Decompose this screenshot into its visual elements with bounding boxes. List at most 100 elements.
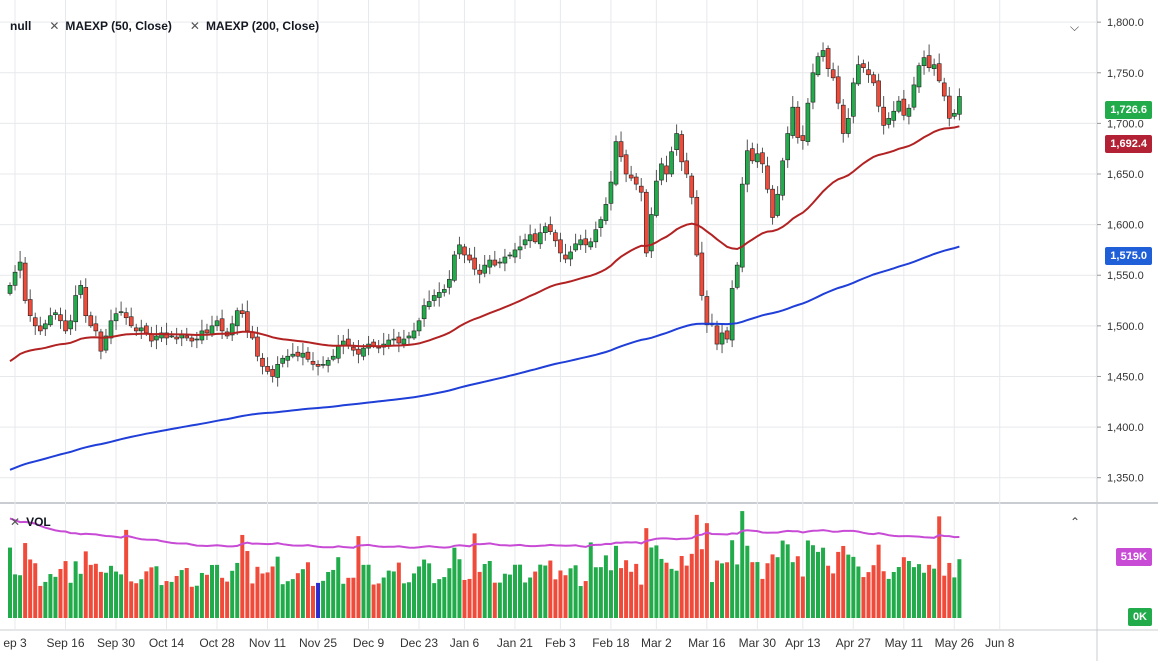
candle: [487, 259, 493, 268]
volume-bar: [704, 523, 709, 618]
ma50-line: [9, 125, 960, 363]
legend-ma200[interactable]: ✕ MAEXP (200, Close): [189, 19, 320, 33]
volume-bar: [300, 569, 305, 618]
candle: [881, 106, 886, 126]
volume-bar: [139, 579, 144, 618]
volume-bar: [876, 544, 881, 618]
volume-bar: [846, 554, 851, 618]
candle: [638, 185, 644, 193]
volume-bar: [932, 568, 937, 618]
candle: [502, 256, 508, 264]
candle: [724, 330, 730, 340]
candle: [527, 234, 533, 242]
volume-bar: [735, 564, 740, 618]
candle: [593, 229, 599, 243]
volume-bar: [265, 572, 270, 618]
x-tick-label: Oct 28: [199, 636, 235, 650]
candle: [714, 325, 720, 345]
candle: [820, 50, 826, 57]
volume-bar: [88, 564, 93, 618]
volume-bar: [861, 577, 866, 618]
volume-bar: [381, 577, 386, 618]
candle: [679, 134, 684, 163]
candle: [851, 82, 856, 117]
volume-legend[interactable]: ✕ VOL: [10, 515, 51, 529]
volume-bar: [947, 562, 952, 618]
collapse-chevron-down-icon[interactable]: ⌵: [1070, 20, 1080, 34]
volume-bar: [942, 575, 947, 618]
volume-bar: [43, 581, 48, 618]
candle: [280, 357, 286, 364]
volume-zero-tag: 0K: [1127, 608, 1152, 626]
volume-bar: [417, 566, 422, 618]
ma200-price-tag: 1,575.0: [1105, 247, 1152, 265]
candle: [83, 287, 89, 317]
candle: [457, 244, 462, 255]
volume-bar: [906, 560, 911, 618]
legend-symbol[interactable]: null: [10, 19, 32, 33]
volume-bar: [821, 547, 826, 618]
candle: [886, 118, 892, 125]
candle: [664, 165, 669, 175]
volume-bar: [285, 581, 290, 618]
volume-bar: [659, 558, 664, 618]
volume-bar: [507, 574, 512, 618]
candle: [68, 320, 73, 330]
volume-bar: [770, 554, 775, 618]
candle: [800, 135, 806, 141]
volume-bar: [18, 575, 23, 618]
candle: [401, 338, 407, 345]
volume-bar: [124, 529, 129, 618]
candle: [472, 257, 477, 270]
volume-bar: [33, 563, 38, 618]
volume-bar: [730, 540, 735, 618]
candle: [568, 251, 573, 260]
volume-bar: [679, 556, 684, 618]
candle: [941, 82, 947, 97]
volume-bar: [614, 545, 618, 618]
candle: [376, 346, 381, 349]
volume-bar: [563, 575, 568, 618]
candle: [558, 239, 563, 254]
volume-bar: [28, 559, 33, 618]
volume-bar: [280, 584, 285, 618]
volume-bar: [689, 553, 694, 618]
volume-bar: [745, 545, 750, 618]
y-tick-label: 1,650.0: [1107, 169, 1144, 181]
close-icon[interactable]: ✕: [10, 515, 21, 529]
candle: [952, 112, 957, 117]
volume-bar: [169, 581, 174, 618]
candle: [98, 331, 104, 352]
candle: [563, 254, 568, 260]
volume-bar: [568, 568, 573, 618]
volume-bar: [639, 584, 644, 618]
close-icon[interactable]: ✕: [189, 19, 200, 33]
candle: [361, 347, 366, 357]
candle: [507, 254, 513, 257]
candle: [219, 318, 225, 332]
candle: [861, 63, 866, 69]
volume-bar: [477, 571, 482, 618]
legend-ma50[interactable]: ✕ MAEXP (50, Close): [49, 19, 172, 33]
candle: [426, 301, 432, 307]
candle: [265, 366, 270, 372]
candle: [53, 312, 58, 316]
candle: [578, 239, 583, 246]
volume-bar: [356, 536, 361, 618]
candle: [805, 102, 811, 142]
candle: [240, 310, 245, 314]
volume-bar: [290, 579, 295, 618]
candle: [234, 310, 240, 327]
close-icon[interactable]: ✕: [49, 19, 60, 33]
candle: [32, 317, 38, 327]
volume-bar: [467, 578, 472, 618]
candle: [310, 360, 316, 365]
volume-bar: [851, 556, 856, 618]
volume-bar: [513, 564, 517, 618]
candle: [517, 246, 523, 251]
candle: [275, 364, 280, 378]
candle: [113, 313, 119, 322]
collapse-chevron-up-icon[interactable]: ⌃: [1070, 515, 1081, 529]
